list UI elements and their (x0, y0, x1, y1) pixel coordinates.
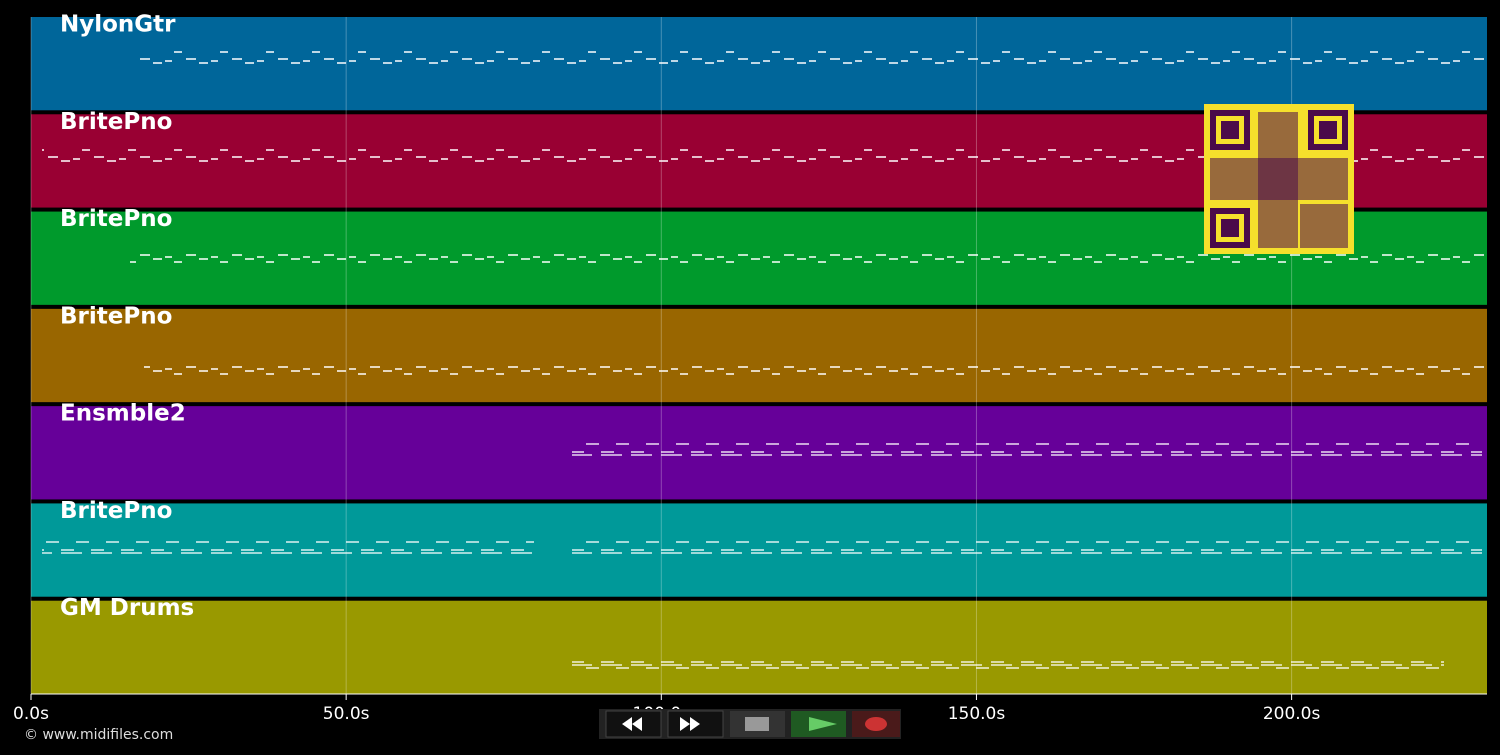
notes (42, 148, 1487, 162)
grid (30, 17, 1293, 694)
forward-button[interactable] (667, 710, 724, 738)
stop-button[interactable] (730, 711, 785, 737)
play-button[interactable] (791, 711, 846, 737)
track-name: BritePno (60, 303, 172, 329)
copyright: © www.midifiles.com (24, 727, 173, 743)
icon (745, 717, 769, 731)
qr-code (1204, 104, 1354, 254)
x-tick-label: 150.0s (948, 704, 1006, 724)
track-name: NylonGtr (60, 12, 176, 38)
notes-layer (42, 50, 1487, 669)
notes (572, 443, 1482, 457)
rewind-button[interactable] (605, 710, 662, 738)
icon (865, 717, 887, 731)
x-tick-label: 200.0s (1263, 704, 1321, 724)
notes (136, 50, 1487, 64)
x-tick-label: 0.0s (13, 704, 49, 724)
track-name: BritePno (60, 206, 172, 232)
track-name: BritePno (60, 498, 172, 524)
qr-finder (1319, 121, 1337, 139)
qr-modules (1300, 204, 1348, 248)
track-name: GM Drums (60, 595, 194, 621)
icon (680, 717, 700, 731)
track-name: BritePno (60, 109, 172, 135)
x-tick-label: 50.0s (323, 704, 370, 724)
track-name: Ensmble2 (60, 401, 186, 427)
track-lane (31, 600, 1487, 694)
notes (42, 541, 534, 555)
qr-modules (1210, 158, 1348, 200)
qr-finder (1221, 219, 1239, 237)
transport-controls (599, 709, 901, 739)
notes (572, 541, 1482, 555)
track-lane (31, 308, 1487, 403)
notes (572, 655, 1444, 669)
notes (144, 364, 1487, 378)
icon (622, 717, 642, 731)
record-button[interactable] (852, 711, 900, 737)
notes (130, 250, 1487, 264)
icon (809, 717, 837, 731)
qr-finder (1221, 121, 1239, 139)
